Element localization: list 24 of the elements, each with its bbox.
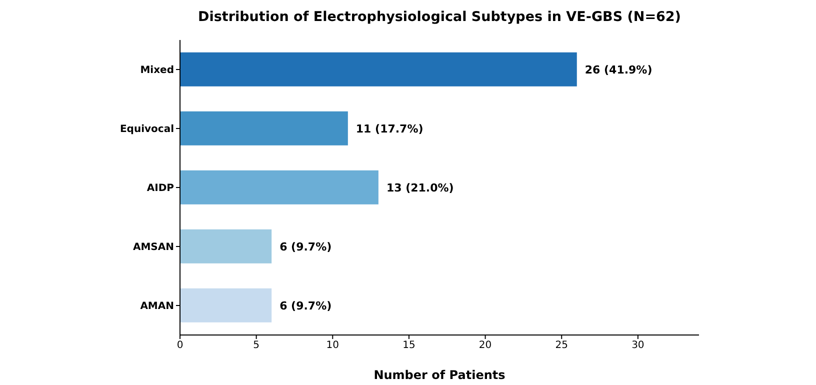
x-tick-label: 25: [555, 340, 568, 352]
data-label: 11 (17.7%): [356, 122, 424, 136]
x-tick-label: 30: [632, 340, 644, 352]
x-tick-label: 10: [326, 340, 340, 352]
data-label: 6 (9.7%): [280, 240, 332, 254]
x-tick-label: 0: [176, 340, 184, 352]
data-label: 13 (21.0%): [386, 181, 454, 194]
y-tick-label: Mixed: [140, 65, 174, 76]
data-label: 6 (9.7%): [280, 299, 332, 312]
bar: [180, 52, 577, 86]
bar: [180, 288, 272, 322]
bar: [180, 229, 272, 264]
bar: [180, 111, 348, 146]
y-tick-label: Equivocal: [120, 124, 174, 136]
x-tick-label: 5: [253, 340, 260, 352]
x-tick-label: 20: [478, 340, 492, 352]
x-axis-title: Number of Patients: [374, 368, 506, 382]
y-tick-label: AMAN: [140, 301, 174, 312]
y-tick-label: AIDP: [146, 183, 174, 194]
y-tick-label: AMSAN: [132, 242, 174, 254]
bar: [180, 170, 378, 204]
data-label: 26 (41.9%): [584, 63, 652, 76]
x-tick-label: 15: [402, 340, 416, 352]
chart-title: Distribution of Electrophysiological Subtypes in VE-GBS (N=62): [197, 9, 682, 25]
